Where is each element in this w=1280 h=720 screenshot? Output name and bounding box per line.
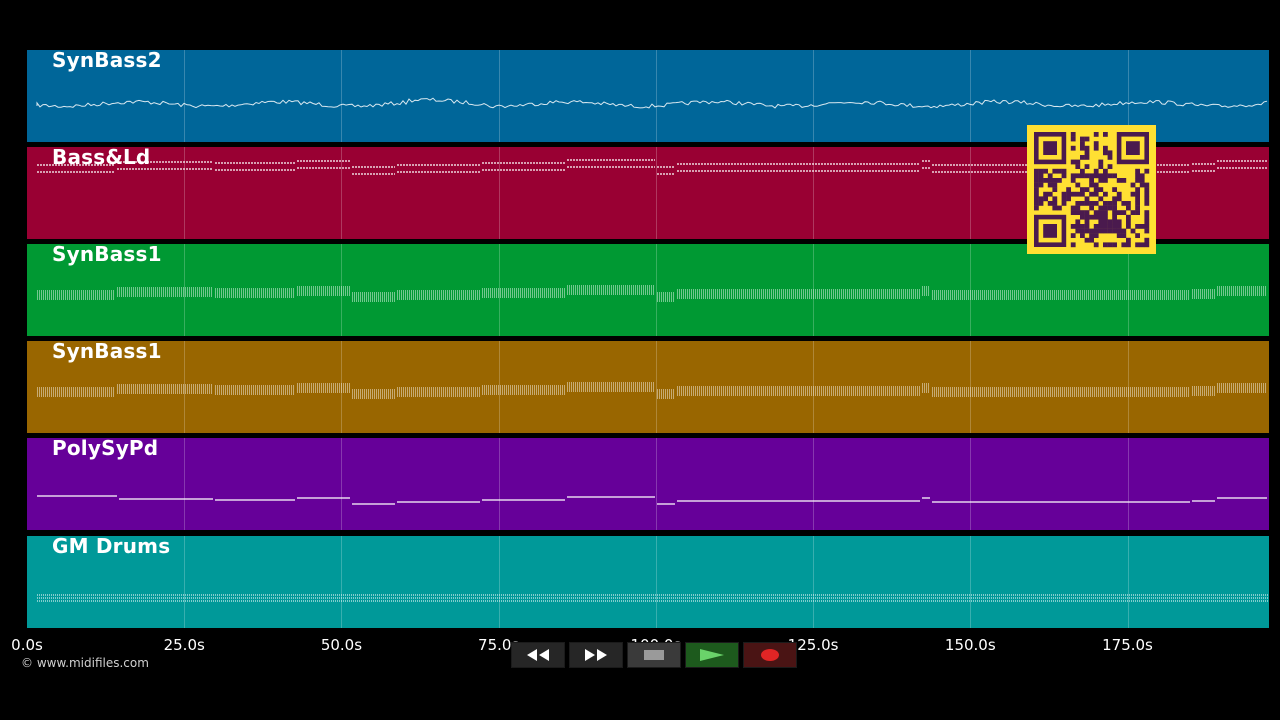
grid-line bbox=[970, 341, 972, 433]
grid-line bbox=[498, 438, 500, 530]
grid-line bbox=[1127, 244, 1129, 336]
grid-line bbox=[498, 147, 500, 239]
grid-line bbox=[184, 50, 186, 142]
copyright-text: © www.midifiles.com bbox=[21, 656, 149, 670]
stop-button[interactable] bbox=[627, 642, 681, 668]
grid-line bbox=[655, 50, 657, 142]
track-lane: SynBass1 bbox=[27, 244, 1269, 336]
grid-line bbox=[970, 147, 972, 239]
time-tick-label: 150.0s bbox=[944, 636, 996, 654]
time-tick-label: 0.0s bbox=[11, 636, 43, 654]
time-tick-label: 125.0s bbox=[787, 636, 839, 654]
record-button[interactable] bbox=[743, 642, 797, 668]
grid-line bbox=[970, 244, 972, 336]
grid-line bbox=[655, 341, 657, 433]
grid-line bbox=[341, 147, 343, 239]
grid-line bbox=[1127, 536, 1129, 628]
track-lane: GM Drums bbox=[27, 536, 1269, 628]
qr-code bbox=[1027, 125, 1156, 254]
track-lane: SynBass1 bbox=[27, 341, 1269, 433]
note-pattern bbox=[36, 97, 1268, 109]
time-tick-label: 75.0s bbox=[478, 636, 520, 654]
grid-line bbox=[655, 244, 657, 336]
grid-line bbox=[813, 50, 815, 142]
track-name: PolySyPd bbox=[52, 438, 159, 460]
play-button[interactable] bbox=[685, 642, 739, 668]
transport-controls bbox=[511, 642, 797, 668]
track-name: SynBass1 bbox=[52, 244, 162, 266]
time-tick-label: 25.0s bbox=[163, 636, 205, 654]
note-pattern bbox=[37, 285, 1267, 302]
stop-icon bbox=[644, 650, 664, 660]
grid-line bbox=[498, 536, 500, 628]
grid-line bbox=[184, 341, 186, 433]
note-pattern bbox=[37, 594, 1269, 602]
grid-line bbox=[655, 147, 657, 239]
play-icon bbox=[700, 649, 724, 661]
fast-forward-icon bbox=[585, 649, 607, 661]
track-name: SynBass2 bbox=[52, 50, 162, 72]
grid-line bbox=[184, 536, 186, 628]
note-pattern bbox=[37, 495, 1267, 505]
track-lane: SynBass2 bbox=[27, 50, 1269, 142]
grid-line bbox=[341, 536, 343, 628]
track-name: SynBass1 bbox=[52, 341, 162, 363]
grid-line bbox=[655, 536, 657, 628]
grid-line bbox=[1127, 341, 1129, 433]
time-tick-label: 175.0s bbox=[1102, 636, 1153, 654]
track-name: Bass&Ld bbox=[52, 147, 151, 169]
record-icon bbox=[761, 649, 779, 661]
grid-line bbox=[970, 50, 972, 142]
note-pattern bbox=[37, 382, 1267, 399]
fast-forward-button[interactable] bbox=[569, 642, 623, 668]
track-lane: PolySyPd bbox=[27, 438, 1269, 530]
grid-line bbox=[341, 244, 343, 336]
grid-line bbox=[970, 536, 972, 628]
grid-line bbox=[498, 341, 500, 433]
grid-line bbox=[341, 438, 343, 530]
note-pattern bbox=[37, 159, 1267, 175]
rewind-icon bbox=[527, 649, 549, 661]
grid-line bbox=[1127, 438, 1129, 530]
track-name: GM Drums bbox=[52, 536, 171, 558]
qr-code-image bbox=[1027, 125, 1156, 254]
time-tick-label: 50.0s bbox=[320, 636, 363, 654]
grid-line bbox=[498, 244, 500, 336]
grid-line bbox=[655, 438, 657, 530]
grid-line bbox=[184, 438, 186, 530]
grid-line bbox=[341, 50, 343, 142]
grid-line bbox=[498, 50, 500, 142]
grid-line bbox=[813, 147, 815, 239]
grid-line bbox=[341, 341, 343, 433]
grid-line bbox=[184, 244, 186, 336]
grid-line bbox=[1127, 50, 1129, 142]
grid-line bbox=[970, 438, 972, 530]
grid-line bbox=[184, 147, 186, 239]
grid-line bbox=[813, 536, 815, 628]
rewind-button[interactable] bbox=[511, 642, 565, 668]
grid-line bbox=[813, 438, 815, 530]
